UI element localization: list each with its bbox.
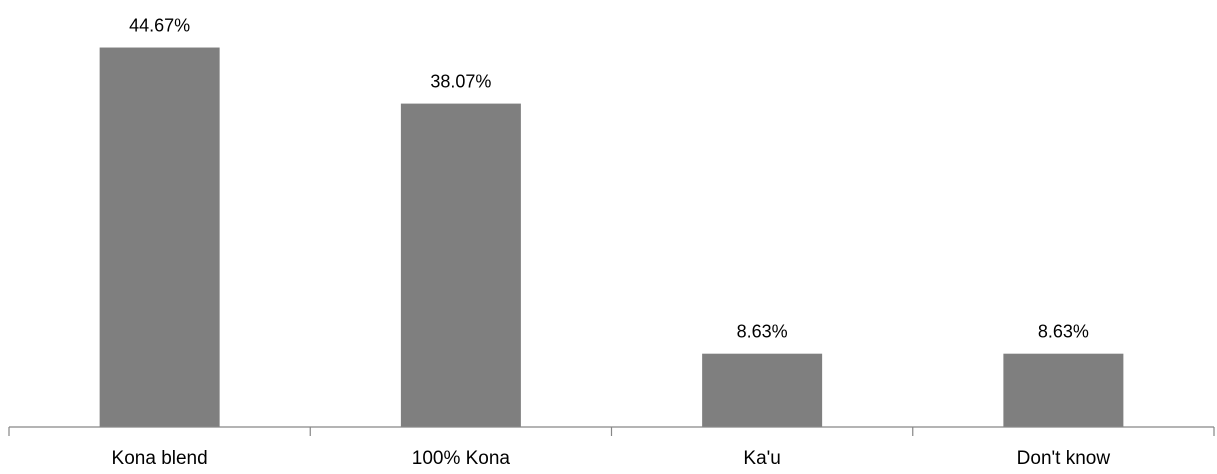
x-tick-label: 100% Kona — [412, 448, 511, 469]
data-label: 38.07% — [430, 72, 491, 92]
bar — [1003, 353, 1124, 427]
data-labels-layer: 44.67% 38.07% 8.63% 8.63% — [129, 16, 1089, 342]
x-tick-label: Ka'u — [743, 448, 780, 469]
bar — [400, 103, 521, 427]
data-label: 8.63% — [1038, 322, 1089, 342]
x-tick-label: Kona blend — [112, 448, 208, 469]
bar — [99, 47, 220, 427]
data-label: 8.63% — [737, 322, 788, 342]
bars-layer — [99, 47, 1124, 427]
x-tick-label: Don't know — [1017, 448, 1111, 469]
bar — [702, 353, 823, 427]
data-label: 44.67% — [129, 16, 190, 36]
x-axis — [8, 426, 1215, 436]
x-tick-labels-layer: Kona blend 100% Kona Ka'u Don't know — [112, 448, 1111, 469]
